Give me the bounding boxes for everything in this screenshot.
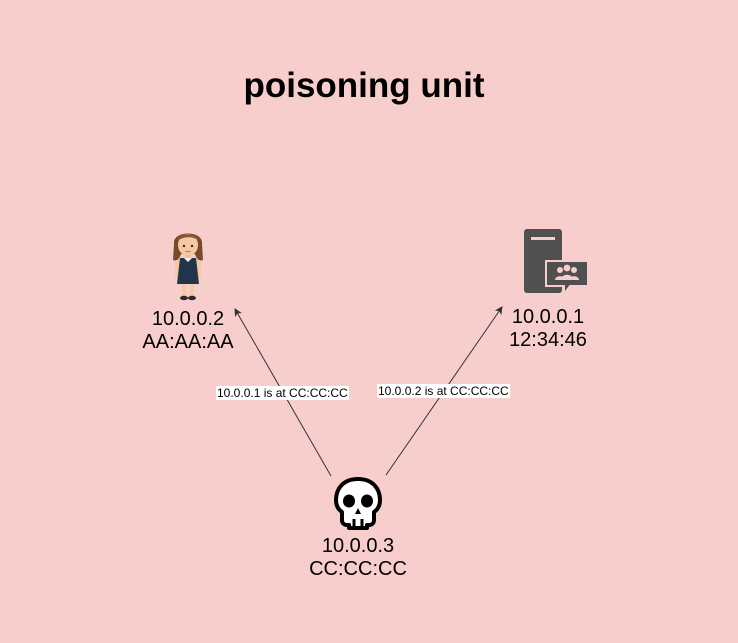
server-mac: 12:34:46	[509, 329, 587, 351]
attacker-ip: 10.0.0.3	[321, 535, 395, 557]
victim-label: 10.0.0.2 AA:AA:AA	[128, 308, 248, 354]
diagram-title: poisoning unit	[243, 66, 485, 105]
attacker-label: 10.0.0.3 CC:CC:CC	[298, 535, 418, 581]
server-users-icon	[524, 229, 589, 297]
server-node[interactable]	[522, 228, 590, 297]
victim-mac: AA:AA:AA	[142, 331, 234, 353]
attacker-mac: CC:CC:CC	[309, 558, 407, 580]
victim-ip: 10.0.0.2	[151, 308, 225, 330]
girl-user-icon	[173, 233, 203, 301]
victim-node[interactable]	[166, 224, 210, 302]
skull-icon	[334, 477, 382, 530]
server-label: 10.0.0.1 12:34:46	[488, 306, 608, 352]
edge-label-victim-spoof: 10.0.0.1 is at CC:CC:CC	[216, 386, 349, 400]
server-ip: 10.0.0.1	[511, 306, 585, 328]
edge-label-server-spoof: 10.0.0.2 is at CC:CC:CC	[377, 384, 510, 398]
attacker-node[interactable]	[333, 476, 383, 530]
